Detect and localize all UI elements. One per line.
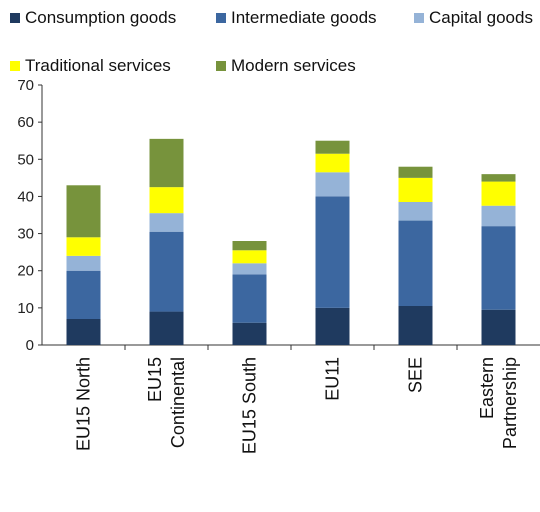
category-label-6-line-2: Partnership [500, 357, 520, 449]
bar-modern-services-3 [232, 241, 267, 251]
y-tick-label-30: 30 [17, 226, 34, 243]
legend-label-consumption-goods: Consumption goods [25, 8, 176, 27]
y-tick-label-60: 60 [17, 114, 34, 131]
bar-consumption-goods-3 [232, 322, 267, 345]
bar-intermediate-goods-3 [232, 274, 267, 323]
bar-capital-goods-2 [149, 213, 184, 232]
bar-consumption-goods-4 [315, 307, 350, 345]
y-tick-label-40: 40 [17, 188, 34, 205]
bar-modern-services-5 [398, 166, 433, 178]
category-label-1: EU15 North [74, 357, 94, 451]
legend-swatch-intermediate-goods [216, 13, 226, 23]
legend-swatch-modern-services [216, 61, 226, 71]
bar-intermediate-goods-2 [149, 231, 184, 312]
category-label-2-line-1: EU15 [145, 357, 165, 402]
bar-consumption-goods-5 [398, 306, 433, 345]
category-label-3: EU15 South [240, 357, 260, 454]
bar-consumption-goods-1 [66, 319, 101, 345]
category-label-2-line-2: Continental [168, 357, 188, 448]
category-label-6-line-1: Eastern [477, 357, 497, 419]
legend-label-modern-services: Modern services [231, 56, 356, 75]
bar-intermediate-goods-1 [66, 270, 101, 319]
bar-modern-services-6 [481, 174, 516, 182]
bar-traditional-services-5 [398, 177, 433, 202]
legend-label-intermediate-goods: Intermediate goods [231, 8, 377, 27]
bar-capital-goods-6 [481, 205, 516, 227]
bar-traditional-services-4 [315, 153, 350, 173]
y-tick-label-0: 0 [26, 337, 34, 354]
y-tick-label-20: 20 [17, 263, 34, 280]
bar-capital-goods-1 [66, 255, 101, 271]
legend-swatch-consumption-goods [10, 13, 20, 23]
legend-swatch-capital-goods [414, 13, 424, 23]
category-label-5: SEE [406, 357, 426, 393]
bars [66, 138, 516, 345]
legend-label-traditional-services: Traditional services [25, 56, 171, 75]
y-tick-label-10: 10 [17, 300, 34, 317]
bar-traditional-services-2 [149, 187, 184, 214]
legend-label-capital-goods: Capital goods [429, 8, 533, 27]
bar-capital-goods-3 [232, 263, 267, 275]
bar-capital-goods-4 [315, 172, 350, 197]
bar-capital-goods-5 [398, 202, 433, 221]
bar-modern-services-2 [149, 138, 184, 188]
bar-modern-services-1 [66, 185, 101, 238]
bar-traditional-services-6 [481, 181, 516, 206]
y-tick-label-50: 50 [17, 151, 34, 168]
bar-intermediate-goods-5 [398, 220, 433, 306]
bar-intermediate-goods-4 [315, 196, 350, 308]
bar-intermediate-goods-6 [481, 226, 516, 310]
y-tick-label-70: 70 [17, 77, 34, 94]
legend: Consumption goods Intermediate goods Capit… [10, 8, 533, 75]
bar-consumption-goods-6 [481, 309, 516, 345]
legend-swatch-traditional-services [10, 61, 20, 71]
category-labels: EU15 North EU15 Continental EU15 South EU11 S… [74, 345, 520, 454]
bar-traditional-services-3 [232, 250, 267, 264]
bar-consumption-goods-2 [149, 311, 184, 345]
bar-modern-services-4 [315, 140, 350, 154]
bar-traditional-services-1 [66, 237, 101, 256]
category-label-4: EU11 [323, 357, 343, 401]
